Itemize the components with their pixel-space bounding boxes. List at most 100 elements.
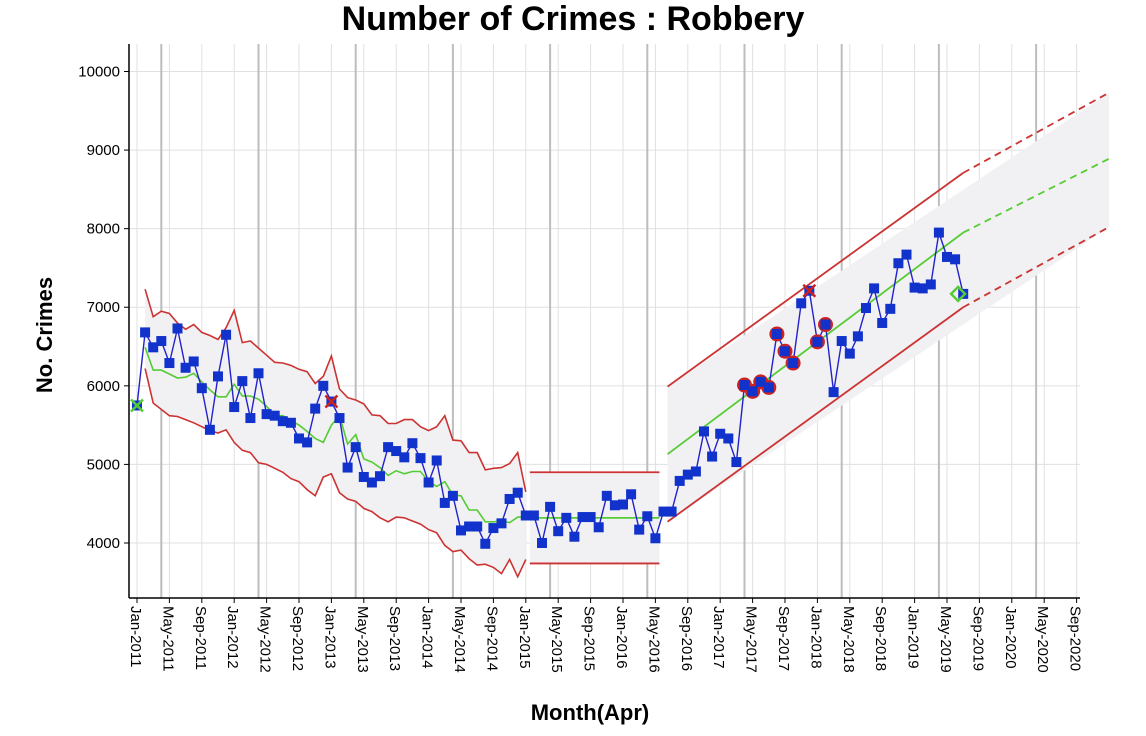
x-tick-label: Sep-2018 (872, 606, 889, 671)
data-point (358, 471, 369, 482)
forecast-upper-limit (962, 91, 1110, 174)
x-tick-label: Jan-2018 (807, 606, 824, 669)
signal-cross-marker (130, 398, 144, 413)
data-point (302, 437, 313, 448)
data-point (763, 382, 774, 393)
data-point (229, 402, 240, 413)
data-point (771, 328, 782, 339)
x-tick-label: Sep-2011 (192, 606, 209, 670)
x-tick-label: May-2012 (257, 606, 274, 673)
data-point (431, 455, 442, 466)
data-point (885, 303, 896, 314)
x-tick-label: May-2016 (645, 606, 662, 673)
data-point (917, 283, 928, 294)
forecast-lower-limit (962, 226, 1110, 309)
forecast-marker (949, 285, 967, 303)
data-point (221, 329, 232, 340)
data-point (180, 362, 191, 373)
data-point (407, 438, 418, 449)
x-tick-label: May-2015 (548, 606, 565, 673)
data-point (601, 490, 612, 501)
data-point (488, 523, 499, 534)
x-tick-label: May-2018 (840, 606, 857, 673)
data-point (877, 317, 888, 328)
x-tick-label: Jan-2020 (1002, 606, 1019, 669)
data-point (391, 446, 402, 457)
data-point (690, 466, 701, 477)
data-point (334, 413, 345, 424)
x-tick-label: Jan-2019 (905, 606, 922, 669)
x-tick-label: May-2013 (354, 606, 371, 673)
data-point (156, 336, 167, 347)
x-tick-label: Jan-2011 (127, 606, 144, 667)
data-point (682, 469, 693, 480)
axes: 4000 5000 6000 7000 8000 9000 10000 Jan-2011 May… (78, 44, 1084, 673)
data-point (812, 336, 823, 347)
data-point (755, 376, 766, 387)
data-point (634, 524, 645, 535)
y-axis-label: No. Crimes (32, 277, 57, 393)
data-point (277, 416, 288, 427)
data-point (285, 417, 296, 428)
x-tick-label: Sep-2013 (386, 606, 403, 671)
data-point (375, 471, 385, 482)
x-axis-label: Month(Apr) (531, 700, 650, 725)
data-point (642, 511, 653, 522)
data-point (164, 358, 175, 369)
data-point (294, 433, 304, 444)
x-tick-label: Jan-2017 (710, 606, 727, 669)
data-point (504, 493, 515, 504)
data-point (456, 525, 466, 536)
data-point (528, 510, 539, 521)
data-point (569, 531, 580, 542)
data-point (472, 521, 483, 532)
data-point (366, 477, 377, 488)
data-point (593, 522, 604, 533)
data-point (237, 376, 248, 387)
y-tick-label: 8000 (87, 221, 120, 238)
data-point (666, 506, 677, 517)
x-tick-label: Jan-2014 (419, 606, 436, 669)
y-tick-label: 5000 (87, 456, 120, 473)
data-point (658, 506, 669, 517)
data-point (836, 336, 847, 347)
x-tick-label: Jan-2015 (516, 606, 533, 669)
data-point (861, 303, 871, 314)
data-point (609, 500, 620, 511)
chart-title: Number of Crimes : Robbery (342, 0, 805, 38)
data-point (269, 410, 280, 421)
data-point (788, 358, 799, 369)
data-point (204, 424, 215, 435)
data-point (699, 426, 709, 437)
data-point (383, 442, 394, 453)
data-point (188, 356, 199, 367)
data-point (253, 368, 264, 379)
data-point (318, 380, 329, 391)
forecast-center-line (962, 157, 1110, 234)
data-point (780, 346, 790, 357)
data-point (399, 452, 410, 463)
data-point (342, 462, 353, 473)
data-point (545, 501, 556, 512)
data-markers (130, 227, 969, 549)
x-tick-label: Sep-2016 (678, 606, 695, 671)
x-tick-label: Sep-2014 (483, 606, 500, 671)
data-point (447, 490, 458, 501)
data-point (585, 512, 596, 523)
data-point (350, 442, 361, 453)
data-point (844, 348, 855, 359)
signal-cross-marker (324, 394, 339, 409)
x-tick-label: May-2011 (159, 606, 176, 672)
data-point (423, 477, 434, 488)
data-point (148, 342, 159, 353)
data-point (909, 282, 920, 293)
data-point (950, 254, 961, 265)
x-tick-label: Sep-2019 (969, 606, 986, 671)
data-point (261, 409, 272, 420)
data-point (747, 386, 758, 397)
data-point (731, 457, 742, 468)
data-point (553, 526, 564, 537)
data-point (618, 499, 628, 510)
data-point (820, 319, 831, 330)
